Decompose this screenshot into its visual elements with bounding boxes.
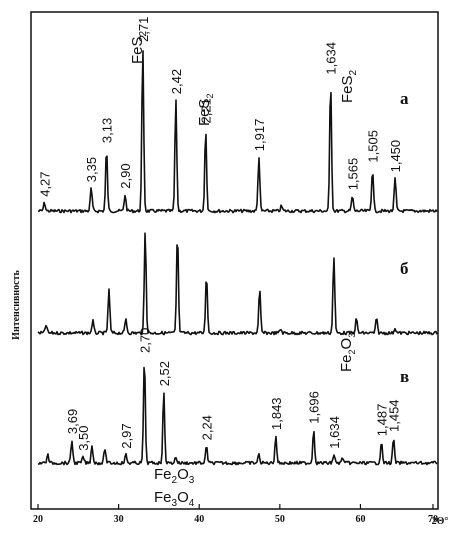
x-axis-title: 2Θ° — [432, 516, 449, 527]
peak-label: 1,565 — [345, 158, 360, 191]
x-tick-label: 30 — [114, 514, 124, 525]
x-axis-ticks: 20 30 40 50 60 70 — [33, 504, 438, 525]
phase-label-fes2-3-main: FeS — [339, 75, 356, 103]
peak-label: 4,27 — [37, 171, 52, 196]
diffraction-trace-б — [37, 232, 438, 336]
traces-group — [37, 50, 438, 466]
phase-label-fe3o4-fe: Fe — [154, 489, 172, 506]
phase-label-fe2o3-bottom: Fe2O3 — [154, 466, 195, 486]
y-axis-title: Интенсивность — [11, 269, 22, 339]
x-tick-label: 70 — [428, 514, 438, 525]
x-tick-label: 60 — [355, 514, 365, 525]
phase-label-fes2-1-main: FeS — [129, 36, 146, 64]
phase-label-fe2o3-bottom-o: O — [177, 466, 189, 483]
diffraction-trace-a — [37, 50, 438, 214]
peak-label: 1,634 — [327, 416, 342, 449]
panel-letter-b: б — [400, 259, 409, 278]
peak-label: 2,90 — [118, 163, 133, 188]
peak-label: 1,917 — [252, 119, 267, 152]
phase-label-fe2o3-top-sub3: 3 — [347, 333, 357, 338]
peak-label: 3,35 — [84, 157, 99, 182]
phase-label-fe2o3-bottom-sub3: 3 — [189, 475, 195, 486]
phase-label-fes2-3-sub: 2 — [348, 69, 359, 75]
peak-label: 2,70 — [137, 328, 152, 353]
peak-label: 1,450 — [388, 140, 403, 173]
phase-label-fes2-1: FeS2 — [129, 30, 149, 64]
x-tick-label: 20 — [33, 514, 43, 525]
x-tick-label: 40 — [194, 514, 204, 525]
peak-label: 2,71 — [136, 17, 151, 42]
phase-label-fes2-2: FeS2 — [196, 93, 215, 126]
peak-label: 3,13 — [100, 118, 115, 143]
phase-label-fe2o3-bottom-fe: Fe — [154, 466, 172, 483]
peak-label: 1,487 — [374, 404, 389, 437]
peak-label: 1,696 — [307, 391, 322, 424]
phase-label-fe3o4-sub4: 4 — [189, 498, 195, 509]
peak-label: 1,843 — [269, 397, 284, 430]
peak-labels-group: 4,27 3,353,13 2,90 2,71 2,42 2,21 1,917 1,634 1,… — [37, 17, 403, 451]
phase-label-fes2-1-sub: 2 — [138, 30, 149, 36]
phase-label-fes2-3: FeS2 — [339, 69, 359, 103]
phase-label-fes2-2-sub: 2 — [205, 93, 215, 98]
phase-label-fe2o3-top: Fe2O3 — [338, 333, 357, 372]
peak-label: 2,52 — [157, 361, 172, 386]
panel-letter-a: a — [400, 89, 409, 108]
phase-label-fe3o4-o: O — [177, 489, 189, 506]
peak-label: 2,97 — [119, 423, 134, 448]
peak-label: 1,634 — [324, 42, 339, 75]
panel-letter-c: в — [400, 367, 409, 386]
phase-label-fe3o4-sub3: 3 — [172, 498, 178, 509]
peak-label: 3,50 — [76, 425, 91, 450]
phase-label-fe2o3-bottom-sub2: 2 — [172, 475, 178, 486]
peak-label: 2,42 — [169, 69, 184, 94]
peak-label: 2,24 — [200, 415, 215, 440]
x-tick-label: 50 — [275, 514, 285, 525]
phase-label-fe2o3-top-fe: Fe — [338, 354, 355, 372]
peak-label: 2,21 — [199, 98, 214, 123]
phase-label-fe2o3-top-o: O — [338, 338, 355, 350]
peak-label: 1,454 — [387, 399, 402, 432]
peak-label: 3,69 — [65, 409, 80, 434]
diffraction-trace-в — [37, 366, 438, 466]
plot-frame — [30, 11, 439, 510]
phase-label-fes2-2-main: FeS — [196, 98, 213, 126]
phase-label-fe2o3-top-sub2: 2 — [347, 349, 357, 354]
peak-label: 1,505 — [366, 130, 381, 163]
phase-label-fe3o4: Fe3O4 — [154, 489, 195, 509]
